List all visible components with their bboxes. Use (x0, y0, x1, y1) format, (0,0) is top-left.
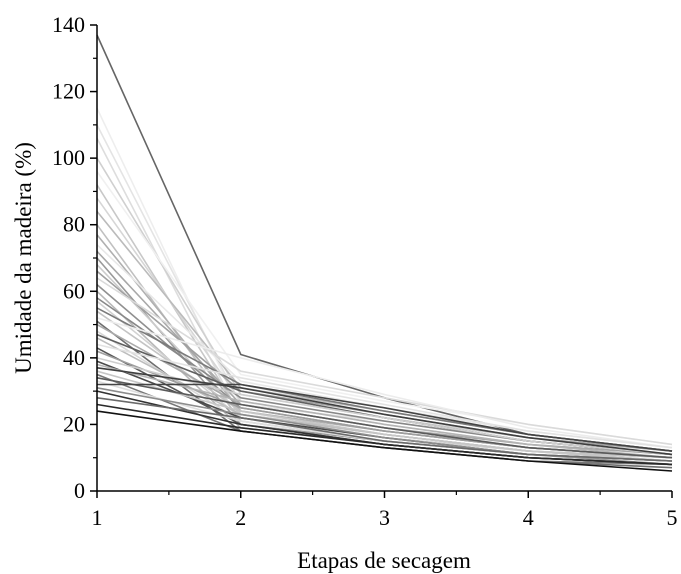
y-tick-label-60: 60 (63, 278, 85, 303)
series-line-39 (96, 377, 673, 459)
y-tick-label-120: 120 (52, 79, 85, 104)
y-tick-label-100: 100 (52, 145, 85, 170)
series-line-45 (96, 403, 673, 466)
series-line-35 (96, 363, 673, 459)
ticks-layer: 1 2 3 4 5 0 20 40 60 80 100 120 140 (52, 12, 678, 530)
y-tick-label-20: 20 (63, 411, 85, 436)
x-tick-label-1: 1 (92, 505, 103, 530)
y-tick-label-40: 40 (63, 345, 85, 370)
series-line-44 (96, 397, 673, 462)
series-line-30 (96, 343, 673, 449)
y-axis-title: Umidade da madeira (%) (11, 142, 36, 374)
series-line-1 (96, 34, 673, 452)
series-line-41 (97, 383, 673, 452)
y-tick-label-80: 80 (63, 212, 85, 237)
series-line-17 (96, 277, 673, 446)
y-tick-label-0: 0 (74, 478, 85, 503)
y-tick-label-140: 140 (52, 12, 85, 37)
x-tick-label-3: 3 (379, 505, 390, 530)
series-line-46 (96, 410, 673, 472)
series-line-36 (96, 367, 673, 456)
x-tick-label-5: 5 (667, 505, 678, 530)
series-line-24 (96, 317, 673, 449)
x-axis-title: Etapas de secagem (297, 548, 471, 573)
series-line-37 (96, 370, 673, 462)
x-tick-label-2: 2 (235, 505, 246, 530)
series-line-33 (96, 357, 673, 456)
series-layer (96, 34, 673, 472)
x-tick-label-4: 4 (523, 505, 534, 530)
